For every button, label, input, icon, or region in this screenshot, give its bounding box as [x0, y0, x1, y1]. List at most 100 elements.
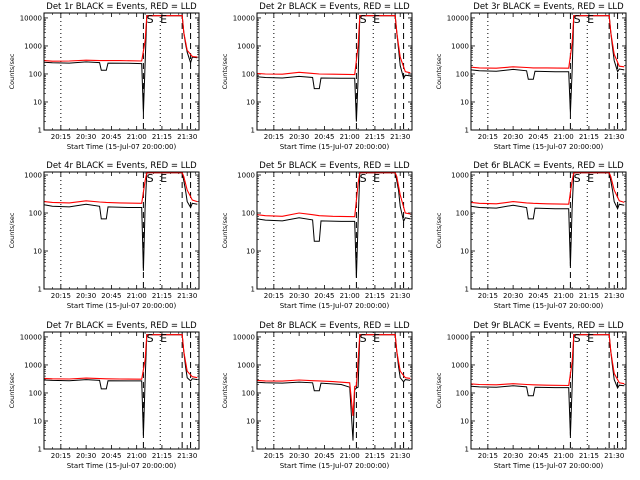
- y-tick-label: 1000: [24, 361, 42, 369]
- x-tick-label: 21:00: [554, 133, 574, 141]
- x-tick-label: 20:30: [289, 452, 309, 460]
- chart-title: Det 4r BLACK = Events, RED = LLD: [46, 161, 197, 171]
- x-tick-label: 20:15: [264, 292, 284, 300]
- x-axis-label: Start Time (15-Jul-07 20:00:00): [67, 143, 177, 151]
- y-tick-label: 10: [33, 248, 42, 256]
- marker-s: S: [360, 172, 367, 185]
- marker-s: S: [360, 13, 367, 26]
- x-tick-label: 21:30: [604, 292, 624, 300]
- plot-frame: [43, 331, 200, 450]
- marker-s: S: [574, 332, 581, 345]
- x-tick-label: 20:30: [503, 133, 523, 141]
- y-tick-label: 10000: [233, 333, 255, 341]
- chart-panel: Det 6r BLACK = Events, RED = LLD Counts/s…: [435, 161, 627, 310]
- marker-e: E: [160, 13, 167, 26]
- marker-s: S: [147, 172, 154, 185]
- x-tick-label: 20:30: [503, 292, 523, 300]
- x-tick-label: 20:15: [264, 133, 284, 141]
- x-tick-label: 20:15: [478, 452, 498, 460]
- y-tick-label: 1: [251, 127, 255, 135]
- x-tick-label: 20:45: [101, 292, 121, 300]
- y-axis-label: Counts/sec: [435, 372, 443, 408]
- y-tick-label: 100: [242, 210, 255, 218]
- chart-title: Det 7r BLACK = Events, RED = LLD: [46, 321, 197, 331]
- lld-series-line: [257, 334, 411, 417]
- x-tick-label: 21:15: [152, 292, 172, 300]
- events-series-line: [471, 172, 625, 267]
- y-tick-label: 1000: [451, 42, 469, 50]
- events-series-line: [257, 334, 411, 441]
- y-tick-label: 10: [33, 98, 42, 106]
- lld-series-line: [257, 15, 411, 76]
- x-tick-label: 21:00: [340, 133, 360, 141]
- plot-frame: [256, 12, 413, 131]
- lld-series-line: [44, 172, 198, 204]
- marker-s: S: [574, 13, 581, 26]
- x-axis-label: Start Time (15-Jul-07 20:00:00): [67, 462, 177, 470]
- y-axis-label: Counts/sec: [435, 212, 443, 248]
- chart-panel: Det 2r BLACK = Events, RED = LLD Counts/s…: [221, 2, 413, 151]
- y-tick-label: 1: [465, 286, 469, 294]
- x-tick-label: 20:30: [76, 133, 96, 141]
- chart-title: Det 1r BLACK = Events, RED = LLD: [46, 2, 197, 12]
- y-tick-label: 10000: [20, 14, 42, 22]
- x-tick-label: 20:45: [528, 452, 548, 460]
- events-series-line: [471, 334, 625, 436]
- x-tick-label: 21:00: [340, 452, 360, 460]
- chart-panel: Det 3r BLACK = Events, RED = LLD Counts/s…: [435, 2, 627, 151]
- x-tick-label: 21:30: [604, 133, 624, 141]
- y-tick-label: 10000: [20, 333, 42, 341]
- x-tick-label: 21:15: [579, 292, 599, 300]
- y-tick-label: 1: [38, 286, 42, 294]
- plot-frame: [256, 331, 413, 450]
- y-tick-label: 10000: [447, 14, 469, 22]
- events-series-line: [44, 334, 198, 436]
- chart-title: Det 3r BLACK = Events, RED = LLD: [473, 2, 624, 12]
- y-tick-label: 100: [456, 70, 469, 78]
- x-tick-label: 21:15: [365, 452, 385, 460]
- x-tick-label: 20:15: [51, 133, 71, 141]
- y-axis-label: Counts/sec: [221, 53, 229, 89]
- x-tick-label: 20:45: [528, 133, 548, 141]
- x-tick-label: 20:15: [51, 292, 71, 300]
- lld-series-line: [44, 334, 198, 380]
- marker-e: E: [587, 172, 594, 185]
- x-tick-label: 21:15: [365, 292, 385, 300]
- plot-frame: [470, 12, 627, 131]
- y-tick-label: 1000: [237, 361, 255, 369]
- x-tick-label: 20:15: [478, 133, 498, 141]
- x-tick-label: 20:15: [478, 292, 498, 300]
- events-series-line: [471, 15, 625, 114]
- x-tick-label: 21:15: [579, 452, 599, 460]
- marker-e: E: [160, 172, 167, 185]
- x-axis-label: Start Time (15-Jul-07 20:00:00): [280, 302, 390, 310]
- y-tick-label: 1000: [451, 361, 469, 369]
- y-tick-label: 100: [456, 210, 469, 218]
- y-tick-label: 10: [246, 417, 255, 425]
- x-tick-label: 20:45: [314, 133, 334, 141]
- y-axis-label: Counts/sec: [8, 372, 16, 408]
- y-tick-label: 10: [246, 248, 255, 256]
- lld-series-line: [471, 334, 625, 387]
- x-axis-label: Start Time (15-Jul-07 20:00:00): [280, 143, 390, 151]
- x-tick-label: 21:30: [390, 133, 410, 141]
- x-tick-label: 21:30: [177, 133, 197, 141]
- x-tick-label: 21:00: [127, 452, 147, 460]
- marker-s: S: [360, 332, 367, 345]
- y-tick-label: 100: [29, 70, 42, 78]
- chart-title: Det 6r BLACK = Events, RED = LLD: [473, 161, 624, 171]
- y-tick-label: 1: [465, 127, 469, 135]
- x-tick-label: 20:45: [528, 292, 548, 300]
- y-tick-label: 1: [38, 446, 42, 454]
- y-axis-label: Counts/sec: [8, 53, 16, 89]
- chart-panel: Det 9r BLACK = Events, RED = LLD Counts/s…: [435, 321, 627, 470]
- y-tick-label: 1: [251, 286, 255, 294]
- events-series-line: [44, 15, 198, 114]
- x-axis-label: Start Time (15-Jul-07 20:00:00): [494, 143, 604, 151]
- y-axis-label: Counts/sec: [435, 53, 443, 89]
- events-series-line: [257, 15, 411, 122]
- x-tick-label: 21:30: [390, 292, 410, 300]
- chart-title: Det 8r BLACK = Events, RED = LLD: [259, 321, 410, 331]
- plot-frame: [43, 12, 200, 131]
